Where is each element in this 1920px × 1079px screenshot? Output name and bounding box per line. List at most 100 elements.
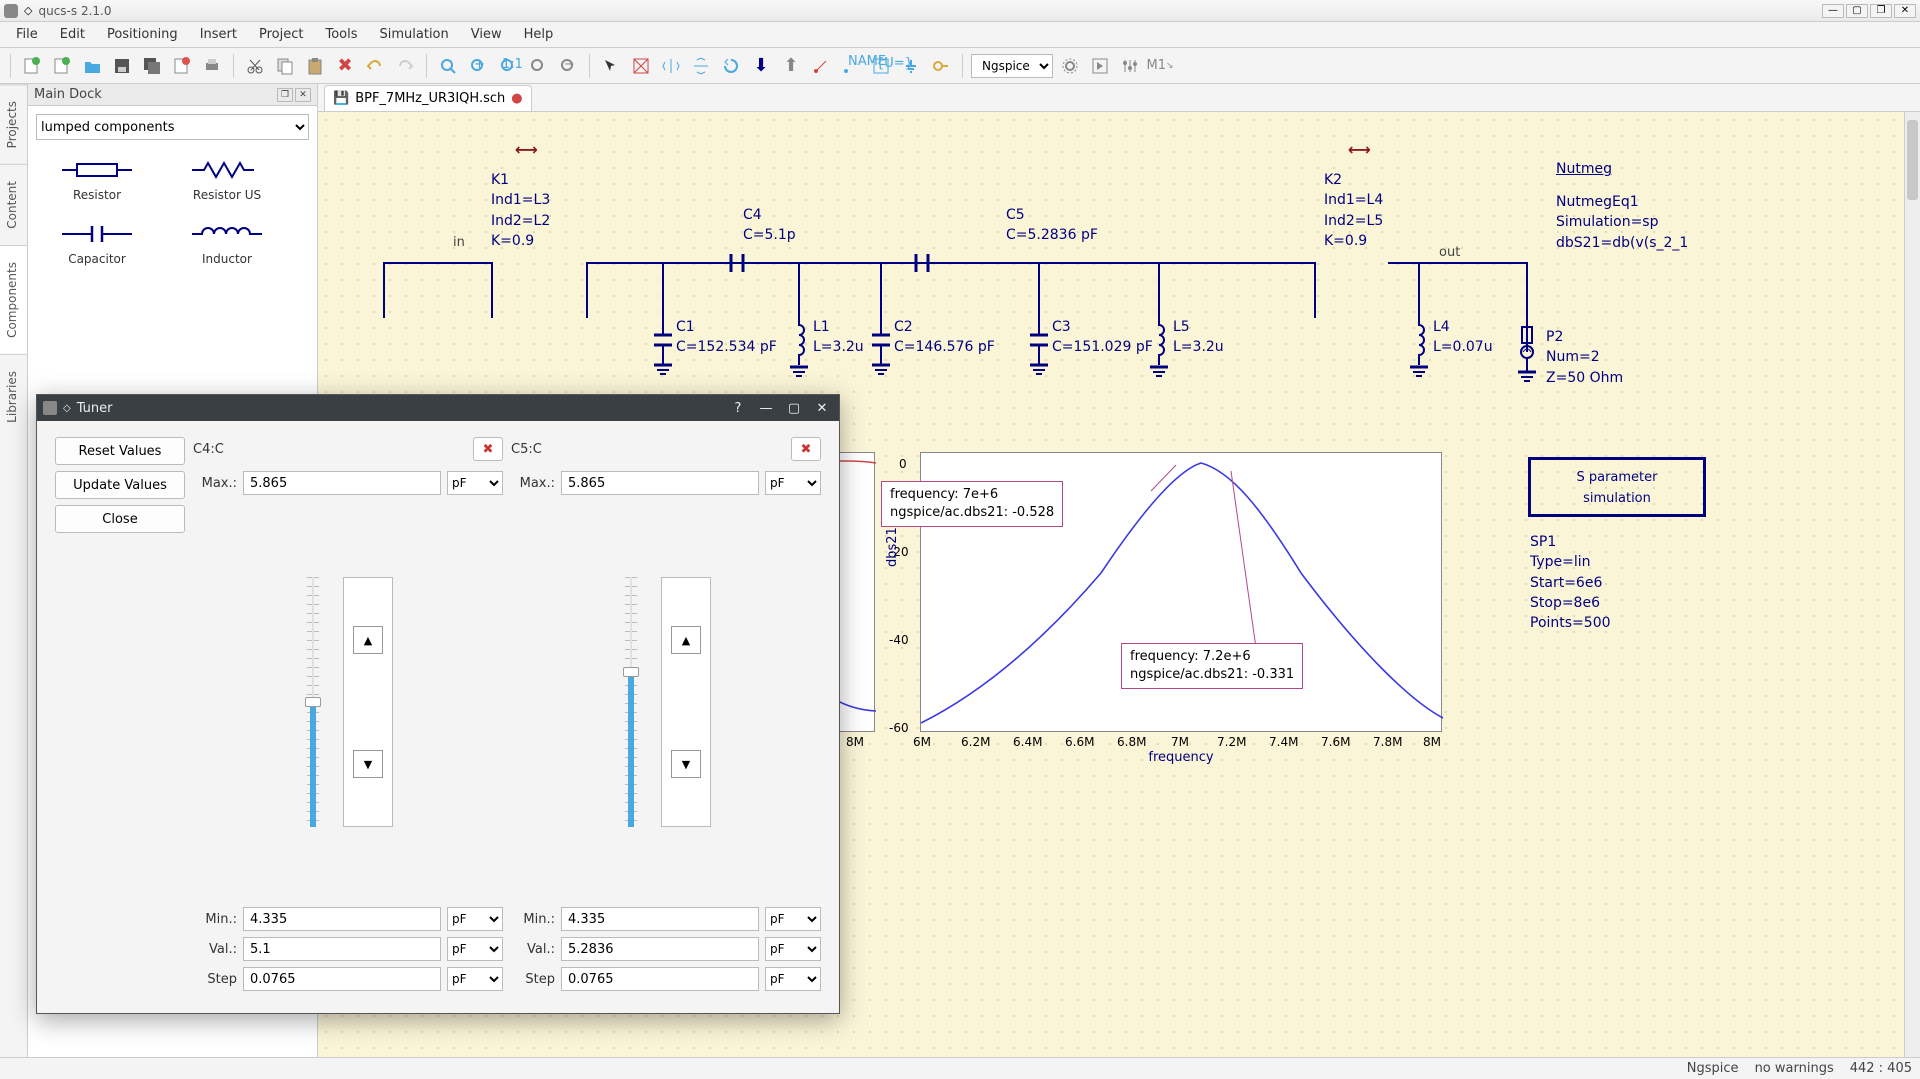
marker-icon[interactable]: M1↘	[1147, 53, 1173, 79]
tune-icon[interactable]	[1117, 53, 1143, 79]
dock-close-icon[interactable]: ✕	[295, 88, 311, 102]
mirror-h-icon[interactable]	[658, 53, 684, 79]
tune-step-up-c5[interactable]: ▲	[671, 626, 701, 654]
close-file-icon[interactable]	[169, 53, 195, 79]
simulate-icon[interactable]	[1087, 53, 1113, 79]
copy-icon[interactable]	[272, 53, 298, 79]
tuner-help-icon[interactable]: ?	[727, 399, 749, 417]
minimize-icon[interactable]: —	[1822, 4, 1844, 18]
tune-step-c4[interactable]	[243, 967, 441, 991]
reset-values-button[interactable]: Reset Values	[55, 437, 185, 465]
menu-positioning[interactable]: Positioning	[97, 24, 188, 45]
mirror-v-icon[interactable]	[688, 53, 714, 79]
tune-val-unit-c5[interactable]: pF	[765, 937, 821, 961]
zoom-fit-icon[interactable]	[435, 53, 461, 79]
tune-slider-c4[interactable]	[303, 577, 323, 827]
menu-file[interactable]: File	[6, 24, 48, 45]
menu-view[interactable]: View	[461, 24, 512, 45]
tune-min-unit-c4[interactable]: pF	[447, 907, 503, 931]
tune-slider-c5[interactable]	[621, 577, 641, 827]
new-file-icon[interactable]	[19, 53, 45, 79]
zoom-area-icon[interactable]	[525, 53, 551, 79]
paste-icon[interactable]	[302, 53, 328, 79]
print-icon[interactable]	[199, 53, 225, 79]
maximize-icon[interactable]: ▢	[1846, 4, 1868, 18]
close-icon[interactable]: ✕	[1894, 4, 1916, 18]
component-capacitor[interactable]: Capacitor	[32, 216, 162, 280]
component-resistor-us[interactable]: Resistor US	[162, 152, 292, 216]
tune-step-unit-c4[interactable]: pF	[447, 967, 503, 991]
component-inductor[interactable]: Inductor	[162, 216, 292, 280]
delete-icon[interactable]: ✖	[332, 53, 358, 79]
plot-marker-1[interactable]: frequency: 7e+6 ngspice/ac.dbs21: -0.528	[881, 481, 1063, 527]
dock-float-icon[interactable]: ❐	[277, 88, 293, 102]
restore-icon[interactable]: ❐	[1870, 4, 1892, 18]
new-text-icon[interactable]	[49, 53, 75, 79]
menu-tools[interactable]: Tools	[315, 24, 367, 45]
tune-val-unit-c4[interactable]: pF	[447, 937, 503, 961]
open-folder-icon[interactable]	[79, 53, 105, 79]
zoom-11-icon[interactable]: 1:1	[495, 53, 521, 79]
tune-min-unit-c5[interactable]: pF	[765, 907, 821, 931]
simulator-select[interactable]: Ngspice	[971, 54, 1053, 78]
component-category-select[interactable]: lumped components	[36, 114, 309, 140]
menu-project[interactable]: Project	[249, 24, 313, 45]
tune-min-c4[interactable]	[243, 907, 441, 931]
tuner-dialog[interactable]: ◇ Tuner ? — ▢ ✕ Reset Values Update Valu…	[36, 394, 840, 1014]
deactivate-icon[interactable]	[628, 53, 654, 79]
tune-min-c5[interactable]	[561, 907, 759, 931]
wire-label-icon[interactable]: NAME	[838, 53, 864, 79]
gear-icon[interactable]	[1057, 53, 1083, 79]
rotate-icon[interactable]	[718, 53, 744, 79]
tune-step-up-c4[interactable]: ▲	[353, 626, 383, 654]
sparam-simulation-box[interactable]: S parameter simulation	[1528, 457, 1706, 517]
canvas-scrollbar[interactable]	[1904, 112, 1920, 1057]
update-values-button[interactable]: Update Values	[55, 471, 185, 499]
left-tab-projects[interactable]: Projects	[0, 84, 27, 164]
tune-max-c5[interactable]	[561, 471, 759, 495]
plot-marker-2[interactable]: frequency: 7.2e+6 ngspice/ac.dbs21: -0.3…	[1121, 643, 1303, 689]
tune-max-c4[interactable]	[243, 471, 441, 495]
tune-max-unit-c5[interactable]: pF	[765, 471, 821, 495]
tuner-close-icon[interactable]: ✕	[811, 399, 833, 417]
equation-icon[interactable]: {U=}	[868, 53, 894, 79]
port-icon[interactable]	[928, 53, 954, 79]
arrow-up-icon[interactable]: ⬆	[778, 53, 804, 79]
menu-insert[interactable]: Insert	[190, 24, 247, 45]
tuner-maximize-icon[interactable]: ▢	[783, 399, 805, 417]
pointer-icon[interactable]	[598, 53, 624, 79]
undo-icon[interactable]	[362, 53, 388, 79]
pin-icon[interactable]: ◇	[24, 4, 32, 17]
left-tab-content[interactable]: Content	[0, 164, 27, 245]
tuner-titlebar[interactable]: ◇ Tuner ? — ▢ ✕	[37, 395, 839, 421]
zoom-in-icon[interactable]: +	[465, 53, 491, 79]
left-tab-libraries[interactable]: Libraries	[0, 354, 27, 439]
tune-step-down-c5[interactable]: ▼	[671, 750, 701, 778]
menu-help[interactable]: Help	[514, 24, 564, 45]
redo-icon[interactable]	[392, 53, 418, 79]
save-icon[interactable]	[109, 53, 135, 79]
tune-val-c4[interactable]	[243, 937, 441, 961]
tune-max-unit-c4[interactable]: pF	[447, 471, 503, 495]
save-all-icon[interactable]	[139, 53, 165, 79]
component-resistor[interactable]: Resistor	[32, 152, 162, 216]
ground-icon[interactable]	[898, 53, 924, 79]
document-tab[interactable]: 💾 BPF_7MHz_UR3IQH.sch ●	[324, 85, 532, 111]
cut-icon[interactable]	[242, 53, 268, 79]
tune-step-down-c4[interactable]: ▼	[353, 750, 383, 778]
menu-edit[interactable]: Edit	[50, 24, 95, 45]
tab-close-icon[interactable]: ●	[511, 91, 522, 106]
tune-delete-c4[interactable]: ✖	[473, 437, 503, 461]
tune-delete-c5[interactable]: ✖	[791, 437, 821, 461]
arrow-down-icon[interactable]: ⬇	[748, 53, 774, 79]
wire-icon[interactable]	[808, 53, 834, 79]
tuner-minimize-icon[interactable]: —	[755, 399, 777, 417]
tune-step-unit-c5[interactable]: pF	[765, 967, 821, 991]
left-tab-components[interactable]: Components	[0, 245, 27, 354]
close-button[interactable]: Close	[55, 505, 185, 533]
zoom-out-icon[interactable]: −	[555, 53, 581, 79]
tune-val-c5[interactable]	[561, 937, 759, 961]
menu-simulation[interactable]: Simulation	[370, 24, 459, 45]
tuner-pin-icon[interactable]: ◇	[63, 403, 71, 414]
tune-step-c5[interactable]	[561, 967, 759, 991]
